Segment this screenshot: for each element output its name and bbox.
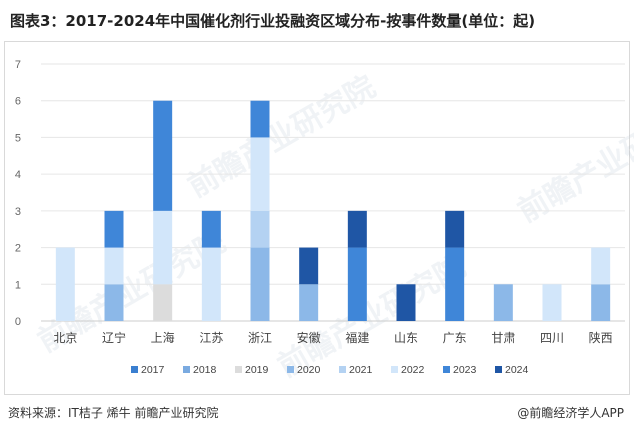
bar-segment-2020 bbox=[493, 284, 513, 321]
legend-swatch-2018 bbox=[183, 366, 190, 373]
stacked-bar-chart: 0 1 2 3 4 5 6 7 北京 辽宁 上海 江苏 浙江 安徽 福建 山东 广东 甘肃 四川 陕西 2017 2018… bbox=[15, 59, 625, 376]
bar-segment-2023 bbox=[347, 247, 367, 321]
x-tick-label: 山东 bbox=[394, 331, 418, 345]
bar-segment-2022 bbox=[542, 284, 562, 321]
bar-segment-2024 bbox=[347, 210, 367, 248]
x-tick-label: 广东 bbox=[443, 331, 467, 345]
bar-segment-2024 bbox=[396, 284, 416, 321]
legend-swatch-2020 bbox=[287, 366, 294, 373]
bar-segment-2019 bbox=[153, 284, 173, 321]
bar-segment-2020 bbox=[591, 284, 611, 321]
bar-segment-2020 bbox=[250, 247, 270, 321]
x-tick-label: 辽宁 bbox=[102, 330, 126, 345]
source-note: 资料来源：IT桔子 烯牛 前瞻产业研究院 bbox=[8, 406, 219, 420]
y-tick-label: 7 bbox=[15, 59, 21, 71]
y-tick-label: 3 bbox=[15, 206, 21, 218]
y-tick-label: 0 bbox=[15, 316, 21, 328]
legend-swatch-2019 bbox=[235, 366, 242, 373]
bar-segment-2020 bbox=[299, 284, 319, 321]
bar-segment-2022 bbox=[153, 210, 173, 285]
legend-swatch-2023 bbox=[443, 366, 450, 373]
y-tick-label: 4 bbox=[15, 169, 21, 181]
y-tick-label: 2 bbox=[15, 243, 21, 255]
legend-label: 2024 bbox=[505, 364, 529, 376]
bar-segment-2022 bbox=[104, 247, 124, 285]
bar-segment-2022 bbox=[250, 137, 270, 211]
legend-swatch-2022 bbox=[391, 366, 398, 373]
legend-swatch-2021 bbox=[339, 366, 346, 373]
x-tick-label: 陕西 bbox=[589, 330, 613, 345]
legend-label: 2020 bbox=[297, 364, 321, 376]
bar-segment-2023 bbox=[201, 210, 221, 248]
legend-label: 2022 bbox=[401, 364, 425, 376]
bar-segment-2022 bbox=[591, 247, 611, 285]
legend-label: 2019 bbox=[245, 364, 269, 376]
bar-segment-2022 bbox=[201, 247, 221, 321]
bar-segment-2023 bbox=[250, 100, 270, 138]
x-tick-label: 福建 bbox=[345, 330, 369, 345]
bar-segment-2023 bbox=[153, 100, 173, 211]
bar-segment-2022 bbox=[55, 247, 75, 321]
legend-swatch-2017 bbox=[131, 366, 138, 373]
bar-segment-2020 bbox=[104, 284, 124, 321]
y-tick-label: 5 bbox=[15, 132, 21, 144]
legend-swatch-2024 bbox=[495, 366, 502, 373]
legend-label: 2021 bbox=[349, 364, 373, 376]
bar-segment-2023 bbox=[445, 247, 465, 321]
brand-credit: @前瞻经济学人APP bbox=[517, 406, 624, 420]
x-tick-label: 北京 bbox=[53, 331, 77, 345]
y-tick-label: 1 bbox=[15, 279, 21, 291]
bar-segment-2023 bbox=[104, 210, 124, 248]
bar-segment-2024 bbox=[445, 210, 465, 248]
x-tick-label: 甘肃 bbox=[491, 331, 515, 345]
legend-label: 2023 bbox=[453, 364, 477, 376]
legend-label: 2017 bbox=[141, 364, 165, 376]
bar-segment-2021 bbox=[250, 210, 270, 248]
chart-title: 图表3：2017-2024年中国催化剂行业投融资区域分布-按事件数量(单位：起) bbox=[10, 12, 536, 30]
x-tick-label: 安徽 bbox=[297, 330, 321, 345]
bar-segment-2024 bbox=[299, 247, 319, 285]
x-tick-label: 浙江 bbox=[248, 331, 272, 345]
x-tick-label: 上海 bbox=[151, 330, 175, 345]
y-tick-label: 6 bbox=[15, 96, 21, 108]
legend-label: 2018 bbox=[193, 364, 217, 376]
x-tick-label: 江苏 bbox=[199, 331, 223, 345]
x-tick-label: 四川 bbox=[540, 331, 564, 345]
